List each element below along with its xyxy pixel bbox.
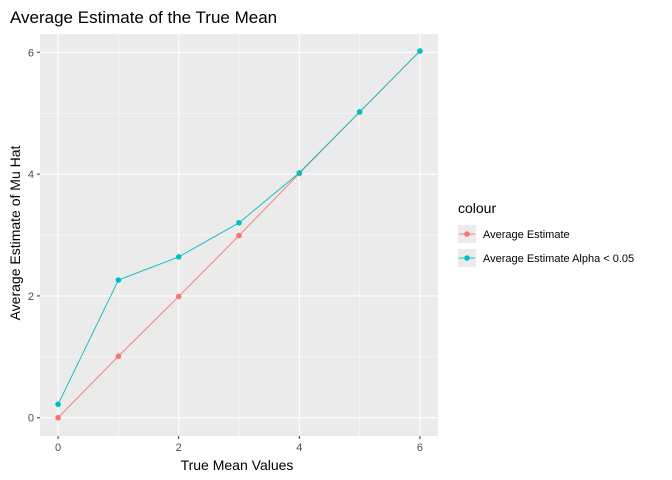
series-1-point	[236, 232, 242, 239]
legend-item-2: Average Estimate Alpha < 0.05	[458, 249, 634, 267]
x-tick-label: 2	[176, 442, 182, 454]
series-2-point	[236, 220, 242, 226]
series-2-point	[417, 48, 423, 54]
series-1-point	[55, 414, 61, 421]
series-2-point	[296, 170, 303, 176]
y-tick-label: 2	[28, 291, 34, 303]
y-tick-label: 4	[28, 169, 34, 181]
chart-title: Average Estimate of the True Mean	[10, 8, 277, 27]
y-tick-label: 0	[28, 413, 34, 425]
series-2-point	[55, 401, 61, 408]
series-2-point	[115, 277, 122, 283]
series-2-point	[356, 109, 363, 115]
legend-label: Average Estimate	[483, 229, 570, 241]
legend-label: Average Estimate Alpha < 0.05	[483, 253, 634, 265]
series-2-point	[175, 254, 182, 260]
legend: colour Average Estimate Average Estimate …	[458, 200, 634, 267]
legend-key-point	[464, 231, 470, 237]
series-1-point	[175, 293, 182, 300]
legend-title: colour	[458, 200, 496, 216]
y-axis-title: Average Estimate of Mu Hat	[7, 145, 23, 320]
y-tick-label: 6	[28, 47, 34, 59]
legend-key-point	[464, 255, 470, 261]
x-tick-label: 4	[296, 442, 302, 454]
x-axis-title: True Mean Values	[181, 457, 294, 473]
x-tick-label: 6	[417, 442, 423, 454]
series-1-point	[115, 353, 122, 360]
legend-item-1: Average Estimate	[458, 225, 570, 243]
x-tick-label: 0	[55, 442, 61, 454]
series-2	[55, 48, 423, 408]
